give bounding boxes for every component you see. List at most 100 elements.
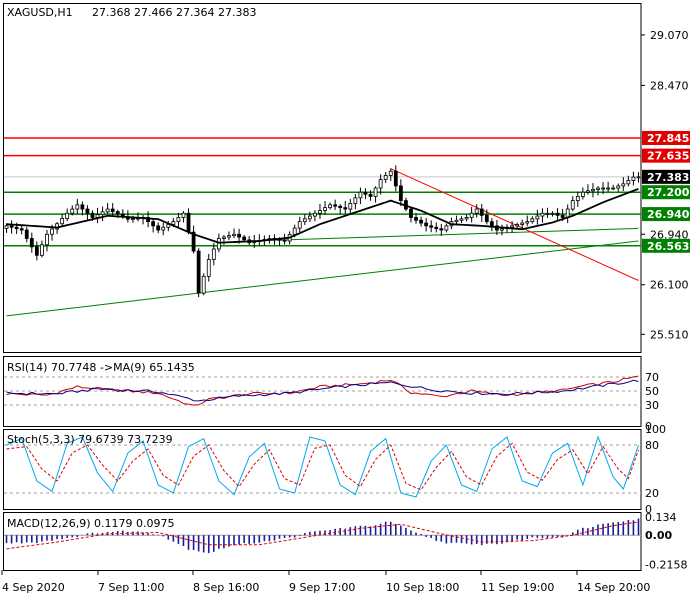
candle-body bbox=[90, 212, 95, 218]
candle-body bbox=[489, 221, 494, 227]
level-label: 26.940 bbox=[647, 208, 690, 221]
candle-body bbox=[80, 204, 85, 210]
candle-body bbox=[348, 203, 353, 210]
candle-body bbox=[333, 204, 338, 207]
level-badge-26.940 bbox=[642, 207, 690, 222]
stoch-title: Stoch(5,3,3) 79.6739 73.7239 bbox=[7, 433, 173, 446]
rsi-tick-label: 50 bbox=[645, 385, 659, 398]
rsi-tick-label: 30 bbox=[645, 399, 659, 412]
level-badge-26.563 bbox=[642, 238, 690, 253]
level-label: 27.635 bbox=[647, 150, 689, 163]
panel-2 bbox=[3, 429, 642, 510]
candle-body bbox=[151, 221, 156, 227]
trendline-2 bbox=[390, 168, 639, 281]
candle-body bbox=[9, 225, 14, 228]
candle-body bbox=[378, 179, 383, 189]
candle-body bbox=[388, 170, 393, 176]
candle-body bbox=[621, 183, 626, 187]
time-tick-label: 10 Sep 18:00 bbox=[386, 581, 459, 594]
price-tick-label: 26.100 bbox=[650, 279, 689, 292]
candle-body bbox=[520, 222, 525, 225]
stoch-series-1 bbox=[6, 442, 639, 491]
price-tick-label: 29.070 bbox=[650, 29, 689, 42]
level-badge-27.845 bbox=[642, 130, 690, 145]
candle-body bbox=[510, 225, 514, 228]
candle-body bbox=[464, 217, 469, 220]
candle-body bbox=[338, 205, 343, 209]
candle-body bbox=[302, 218, 307, 223]
candle-body bbox=[353, 197, 358, 204]
price-tick-label: 25.510 bbox=[650, 328, 689, 341]
candle-body bbox=[191, 231, 196, 252]
rsi-tick-label: 70 bbox=[645, 371, 659, 384]
candle-body bbox=[4, 225, 9, 229]
candle-body bbox=[580, 191, 585, 197]
stoch-tick-label: 80 bbox=[645, 439, 659, 452]
candle-body bbox=[60, 218, 65, 225]
candle-body bbox=[540, 212, 545, 217]
candle-body bbox=[535, 215, 540, 220]
candle-body bbox=[146, 217, 150, 223]
candle-body bbox=[606, 187, 611, 190]
candle-body bbox=[237, 233, 241, 238]
candle-body bbox=[368, 193, 373, 197]
level-badge-27.200 bbox=[642, 185, 690, 200]
candle-body bbox=[105, 208, 110, 213]
candle-body bbox=[626, 180, 631, 185]
candle-body bbox=[636, 176, 641, 179]
level-label: 27.845 bbox=[647, 132, 689, 145]
candle-body bbox=[313, 212, 317, 217]
candle-body bbox=[292, 227, 297, 235]
candle-body bbox=[34, 246, 39, 256]
candle-body bbox=[232, 233, 236, 237]
candle-body bbox=[616, 185, 621, 189]
candle-body bbox=[131, 218, 135, 220]
trendline-1 bbox=[249, 227, 639, 242]
time-tick-label: 14 Sep 20:00 bbox=[577, 581, 650, 594]
time-tick-label: 4 Sep 2020 bbox=[2, 581, 65, 594]
level-badge-27.383 bbox=[642, 169, 690, 184]
candle-body bbox=[596, 187, 600, 190]
candle-body bbox=[318, 210, 322, 214]
candle-body bbox=[171, 221, 176, 225]
candle-body bbox=[70, 208, 75, 214]
level-label: 26.563 bbox=[647, 240, 689, 253]
candle-body bbox=[373, 187, 378, 197]
macd-tick-label: -0.2158 bbox=[645, 559, 687, 572]
candle-body bbox=[398, 185, 403, 202]
candle-body bbox=[586, 190, 590, 193]
candle-body bbox=[201, 275, 206, 294]
candle-body bbox=[434, 226, 439, 230]
candle-body bbox=[166, 224, 171, 228]
candle-body bbox=[550, 212, 555, 215]
candle-body bbox=[525, 221, 530, 224]
candle-body bbox=[186, 212, 191, 233]
candle-body bbox=[161, 226, 166, 231]
candle-body bbox=[40, 244, 44, 256]
candle-body bbox=[297, 221, 302, 229]
candle-body bbox=[555, 212, 560, 216]
stoch-tick-label: 20 bbox=[645, 487, 659, 500]
candle-body bbox=[560, 214, 565, 218]
candle-body bbox=[282, 239, 287, 242]
price-tick-label: 28.470 bbox=[650, 79, 689, 92]
candle-body bbox=[196, 250, 201, 294]
candle-body bbox=[222, 236, 226, 239]
candle-body bbox=[358, 191, 363, 199]
candle-body bbox=[469, 212, 474, 218]
candle-body bbox=[393, 170, 398, 187]
candle-body bbox=[500, 228, 504, 231]
candle-body bbox=[429, 225, 434, 228]
candle-body bbox=[545, 212, 550, 215]
macd-tick-label: 0.134 bbox=[645, 511, 677, 524]
rsi-tick-label: 0 bbox=[645, 420, 652, 433]
candle-body bbox=[323, 207, 327, 211]
stoch-series-0 bbox=[6, 435, 639, 498]
macd-tick-label: 0.00 bbox=[645, 529, 672, 542]
panel-3 bbox=[3, 512, 642, 571]
candle-body bbox=[307, 215, 312, 220]
candle-body bbox=[484, 214, 489, 223]
candle-body bbox=[328, 204, 332, 209]
candle-body bbox=[24, 229, 29, 239]
